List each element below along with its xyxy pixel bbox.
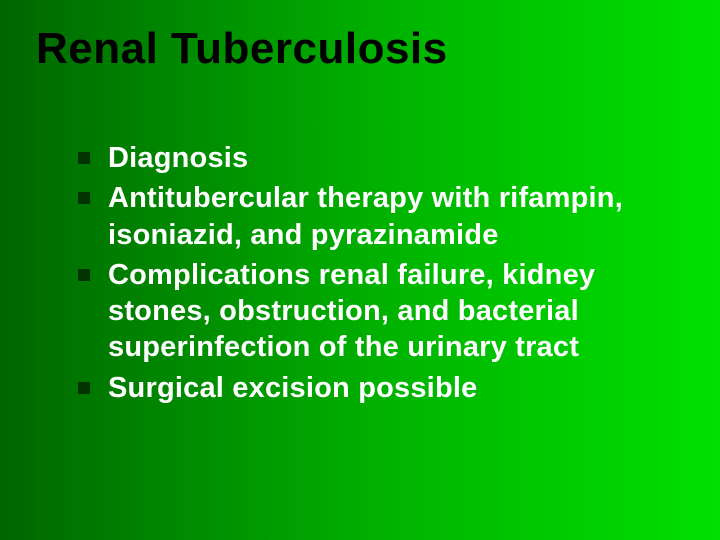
list-item: Surgical excision possible xyxy=(72,370,672,406)
slide: Renal Tuberculosis Diagnosis Antitubercu… xyxy=(0,0,720,540)
list-item: Antitubercular therapy with rifampin, is… xyxy=(72,180,672,253)
list-item: Complications renal failure, kidney ston… xyxy=(72,257,672,366)
slide-title: Renal Tuberculosis xyxy=(36,24,696,74)
bullet-list: Diagnosis Antitubercular therapy with ri… xyxy=(72,140,672,406)
list-item: Diagnosis xyxy=(72,140,672,176)
slide-body: Diagnosis Antitubercular therapy with ri… xyxy=(72,140,672,410)
